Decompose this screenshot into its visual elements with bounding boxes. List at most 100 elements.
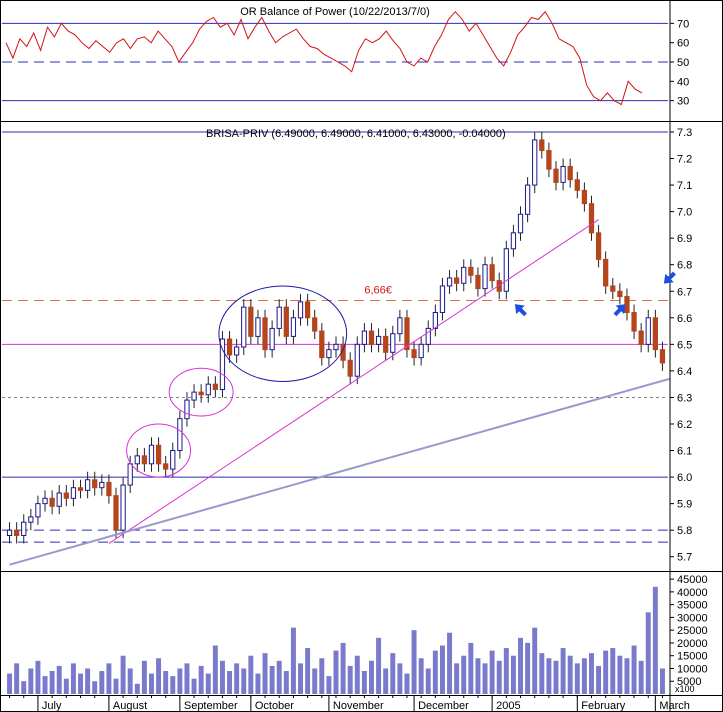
candle-body (184, 399, 190, 420)
candle-body (454, 277, 460, 284)
volume-bar (518, 637, 523, 694)
volume-bar (510, 655, 516, 694)
volume-bar (149, 673, 154, 694)
x-axis-label: September (184, 700, 238, 712)
volume-bar (198, 665, 204, 694)
volume-ytick-label: 45000 (677, 574, 708, 586)
indicator-ytick-label: 50 (677, 57, 689, 69)
price-ytick-label: 6.3 (677, 392, 692, 404)
candle-body (99, 481, 105, 489)
volume-bar (227, 671, 233, 694)
x-axis-label: 2005 (496, 700, 520, 712)
volume-bar (617, 655, 623, 694)
candle-body (255, 317, 261, 337)
volume-bar (134, 683, 140, 694)
volume-bar (596, 665, 602, 694)
volume-bar (354, 655, 360, 694)
volume-ytick-label: 25000 (677, 625, 708, 637)
indicator-ytick-label: 60 (677, 38, 689, 50)
volume-bar (567, 655, 573, 694)
price-ytick-label: 6.4 (677, 366, 692, 378)
candle-body (212, 383, 218, 390)
volume-bar (184, 663, 190, 694)
volume-bar (255, 673, 261, 694)
volume-bar (532, 627, 538, 694)
volume-bar (42, 676, 48, 694)
candle-body (375, 335, 382, 345)
candle-body (461, 266, 467, 284)
volume-bar (447, 632, 453, 694)
volume-ytick-label: 40000 (677, 587, 708, 599)
x-axis-label: February (581, 700, 626, 712)
candle-body (581, 189, 588, 205)
price-arrow (613, 304, 626, 317)
candle-body (6, 529, 13, 536)
candle-body (269, 327, 275, 351)
x-axis-label: July (42, 700, 62, 712)
volume-bar (553, 660, 559, 694)
volume-bar (262, 653, 268, 694)
candle-body (241, 306, 247, 348)
indicator-ytick-label: 30 (677, 96, 689, 108)
candle-body (588, 203, 595, 234)
price-trendline (108, 219, 599, 544)
candle-body (141, 455, 148, 465)
price-ytick-label: 6.1 (677, 446, 692, 458)
price-ytick-label: 7.0 (677, 207, 692, 219)
price-ytick-label: 6.9 (677, 233, 692, 245)
indicator-line (5, 10, 643, 106)
volume-bar (99, 671, 105, 694)
candle-body (567, 165, 573, 181)
candle-body (312, 317, 318, 332)
volume-bar (383, 668, 389, 694)
candle-body (56, 492, 62, 507)
candle-body (340, 343, 346, 361)
volume-bar (482, 663, 488, 694)
price-ellipse (126, 423, 192, 478)
candle-body (170, 450, 176, 470)
volume-bar (539, 653, 545, 694)
candle-body (319, 330, 325, 359)
candle-body (560, 165, 566, 183)
volume-bar (49, 671, 55, 694)
price-ytick-label: 7.2 (677, 154, 692, 166)
volume-bar (369, 660, 374, 694)
candle-body (539, 139, 545, 152)
volume-bar (85, 668, 91, 694)
volume-bar (475, 658, 481, 694)
volume-bar (70, 663, 76, 694)
candle-body (14, 529, 20, 536)
volume-ytick-label: 5000 (677, 676, 701, 688)
candle-body (155, 444, 162, 465)
candle-body (482, 264, 488, 290)
volume-bar (241, 668, 247, 694)
candle-body (638, 330, 644, 345)
price-ytick-label: 6.7 (677, 286, 692, 298)
volume-bar (525, 642, 531, 694)
volume-bar (468, 642, 474, 694)
price-ytick-label: 5.9 (677, 499, 692, 511)
volume-bar (496, 660, 502, 694)
candle-body (468, 266, 474, 276)
candle-body (262, 317, 268, 351)
volume-bar (624, 658, 630, 694)
volume-bar (113, 678, 119, 694)
volume-bar (418, 658, 424, 694)
candle-body (383, 335, 389, 353)
price-ytick-label: 6.5 (677, 339, 692, 351)
candle-body (234, 346, 240, 356)
volume-bar (404, 673, 410, 694)
volume-bar (652, 586, 658, 694)
candle-body (92, 479, 98, 489)
volume-bar (106, 663, 112, 694)
price-ytick-label: 6.2 (677, 419, 692, 431)
price-ytick-label: 7.3 (677, 127, 692, 139)
candle-body (276, 306, 282, 329)
volume-bar (347, 665, 353, 694)
candle-body (226, 338, 233, 356)
volume-bar (638, 660, 644, 694)
volume-bar (283, 671, 289, 694)
candle-body (496, 280, 502, 292)
candle-body (198, 391, 204, 396)
volume-bar (205, 673, 211, 694)
